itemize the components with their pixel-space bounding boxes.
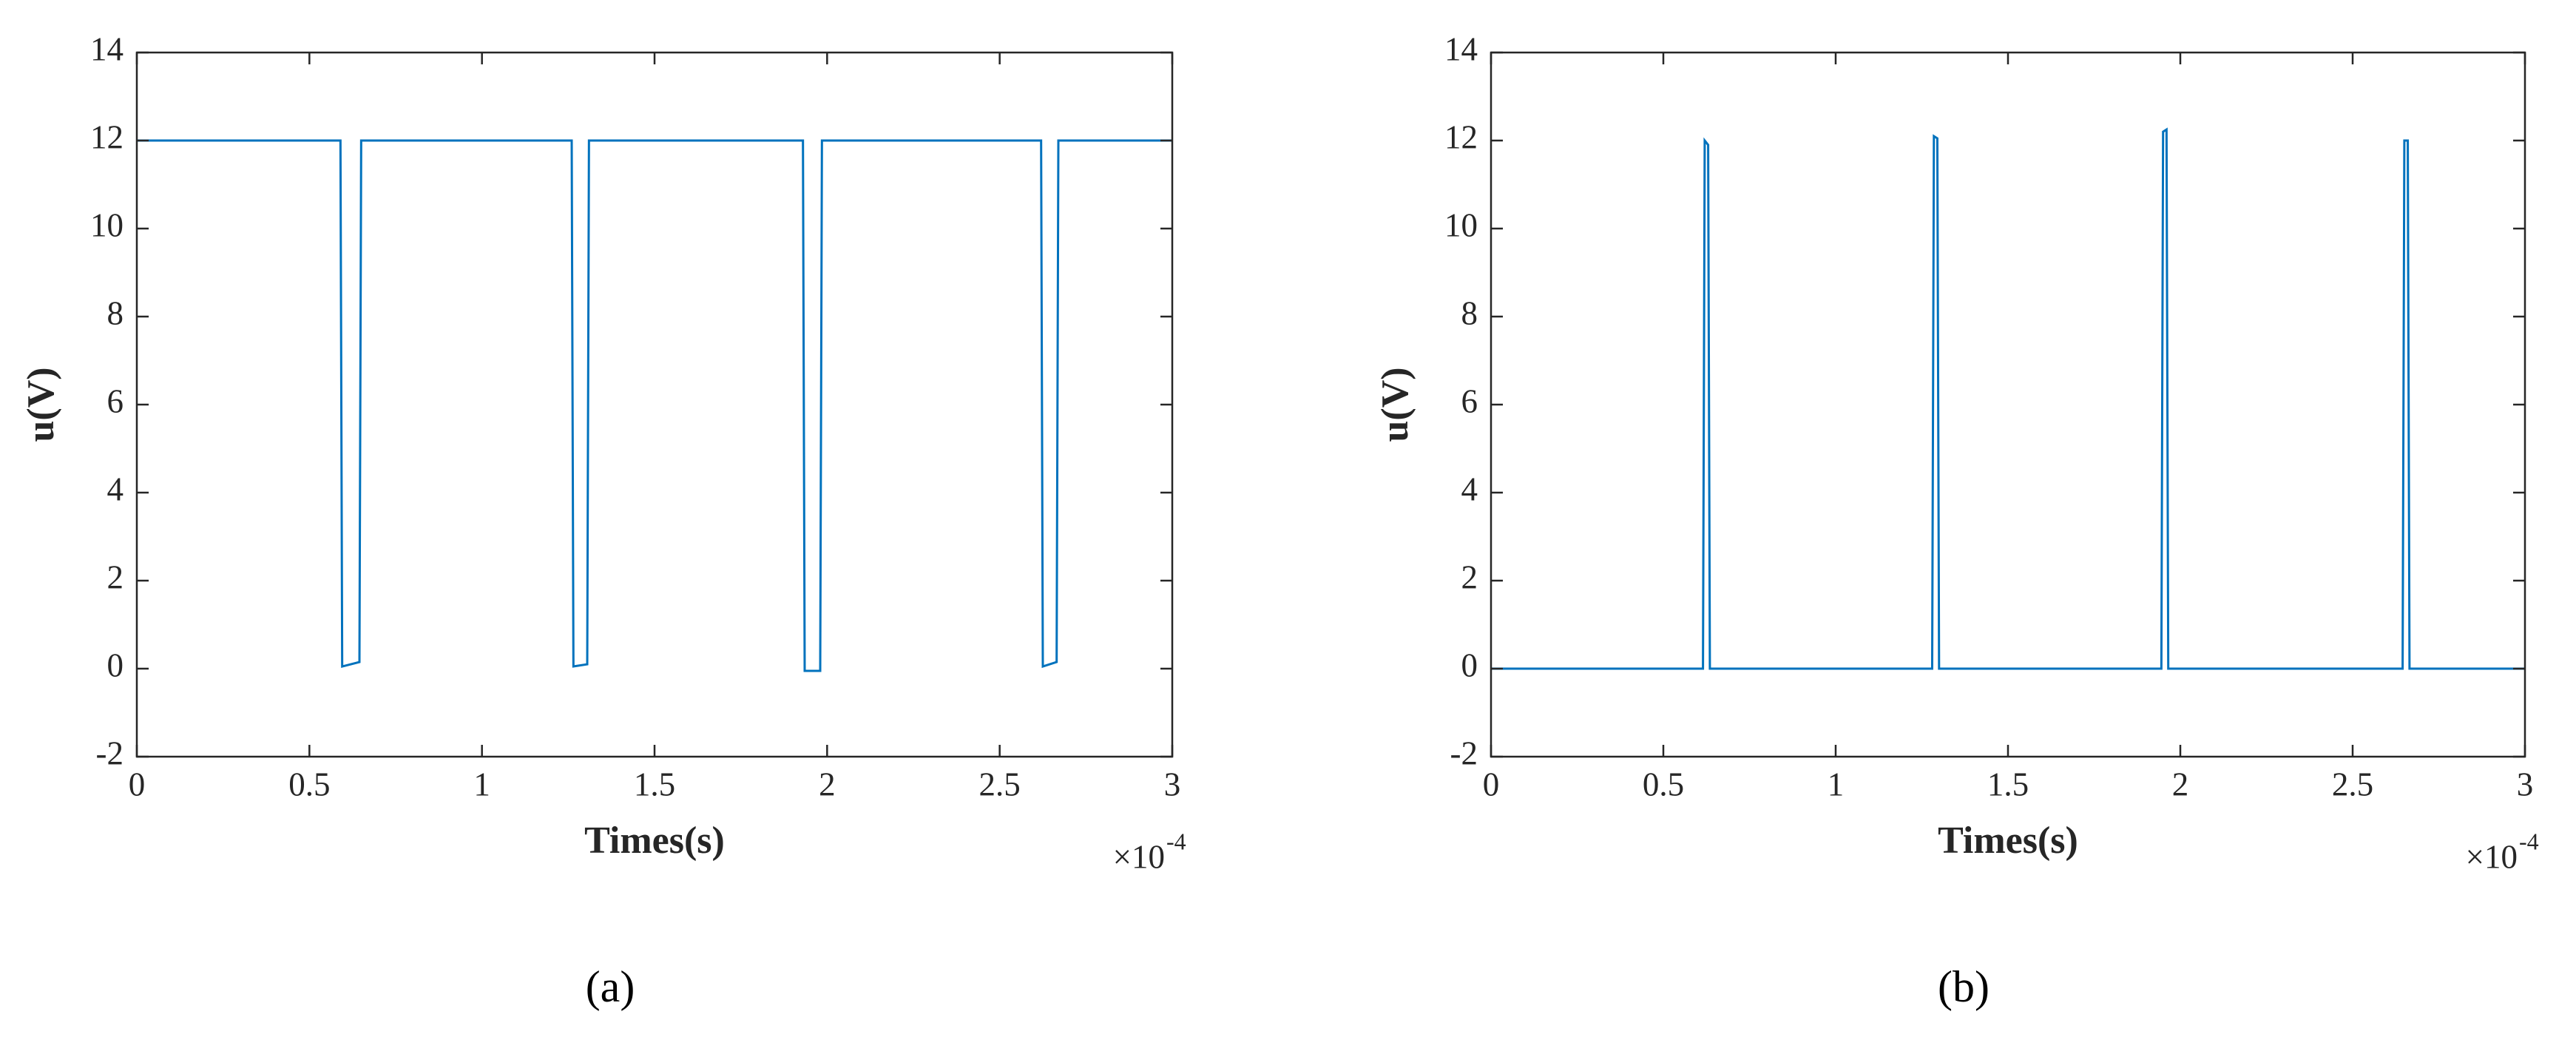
x-tick-label: 3 (1164, 766, 1181, 803)
x-tick-label: 2.5 (2332, 766, 2373, 803)
x-axis-label: Times(s) (584, 820, 725, 862)
y-tick-label: 2 (1461, 558, 1478, 595)
y-tick-label: 10 (1444, 206, 1478, 243)
x-exponent: -4 (2519, 828, 2539, 854)
plot-area (137, 53, 1172, 757)
y-tick-label: 4 (1461, 470, 1478, 507)
y-tick-label: 0 (1461, 646, 1478, 683)
x-tick-label: 2 (819, 766, 836, 803)
y-tick-label: -2 (1450, 734, 1478, 771)
y-tick-label: 14 (90, 30, 124, 67)
y-tick-label: 8 (1461, 294, 1478, 331)
x-tick-label: 0.5 (288, 766, 330, 803)
y-tick-label: 4 (107, 470, 124, 507)
data-line (1491, 127, 2525, 670)
y-tick-label: 12 (1444, 118, 1478, 155)
x-exponent: -4 (1166, 828, 1186, 854)
y-tick-label: 10 (90, 206, 124, 243)
y-tick-label: 6 (1461, 382, 1478, 419)
y-tick-label: -2 (96, 734, 124, 771)
x-tick-label: 1.5 (1987, 766, 2029, 803)
y-tick-label: 8 (107, 294, 124, 331)
x-tick-label: 2.5 (979, 766, 1021, 803)
caption: (a) (586, 962, 635, 1011)
y-tick-label: 14 (1444, 30, 1478, 67)
plot-area (1491, 53, 2525, 757)
x-tick-label: 0.5 (1643, 766, 1684, 803)
x-tick-label: 2 (2172, 766, 2189, 803)
x-axis-label: Times(s) (1938, 820, 2078, 862)
x-tick-label: 1.5 (634, 766, 675, 803)
x-multiplier: ×10 (2466, 838, 2518, 875)
x-tick-label: 0 (1483, 766, 1500, 803)
x-tick-label: 0 (129, 766, 146, 803)
data-line (137, 139, 1172, 672)
y-tick-label: 2 (107, 558, 124, 595)
x-tick-label: 3 (2517, 766, 2534, 803)
y-tick-label: 12 (90, 118, 124, 155)
y-axis-label: u(V) (20, 367, 62, 442)
caption: (b) (1938, 962, 1990, 1011)
x-tick-label: 1 (473, 766, 490, 803)
x-tick-label: 1 (1828, 766, 1845, 803)
y-tick-label: 0 (107, 646, 124, 683)
y-axis-label: u(V) (1374, 367, 1416, 442)
x-multiplier: ×10 (1113, 838, 1165, 875)
y-tick-label: 6 (107, 382, 124, 419)
